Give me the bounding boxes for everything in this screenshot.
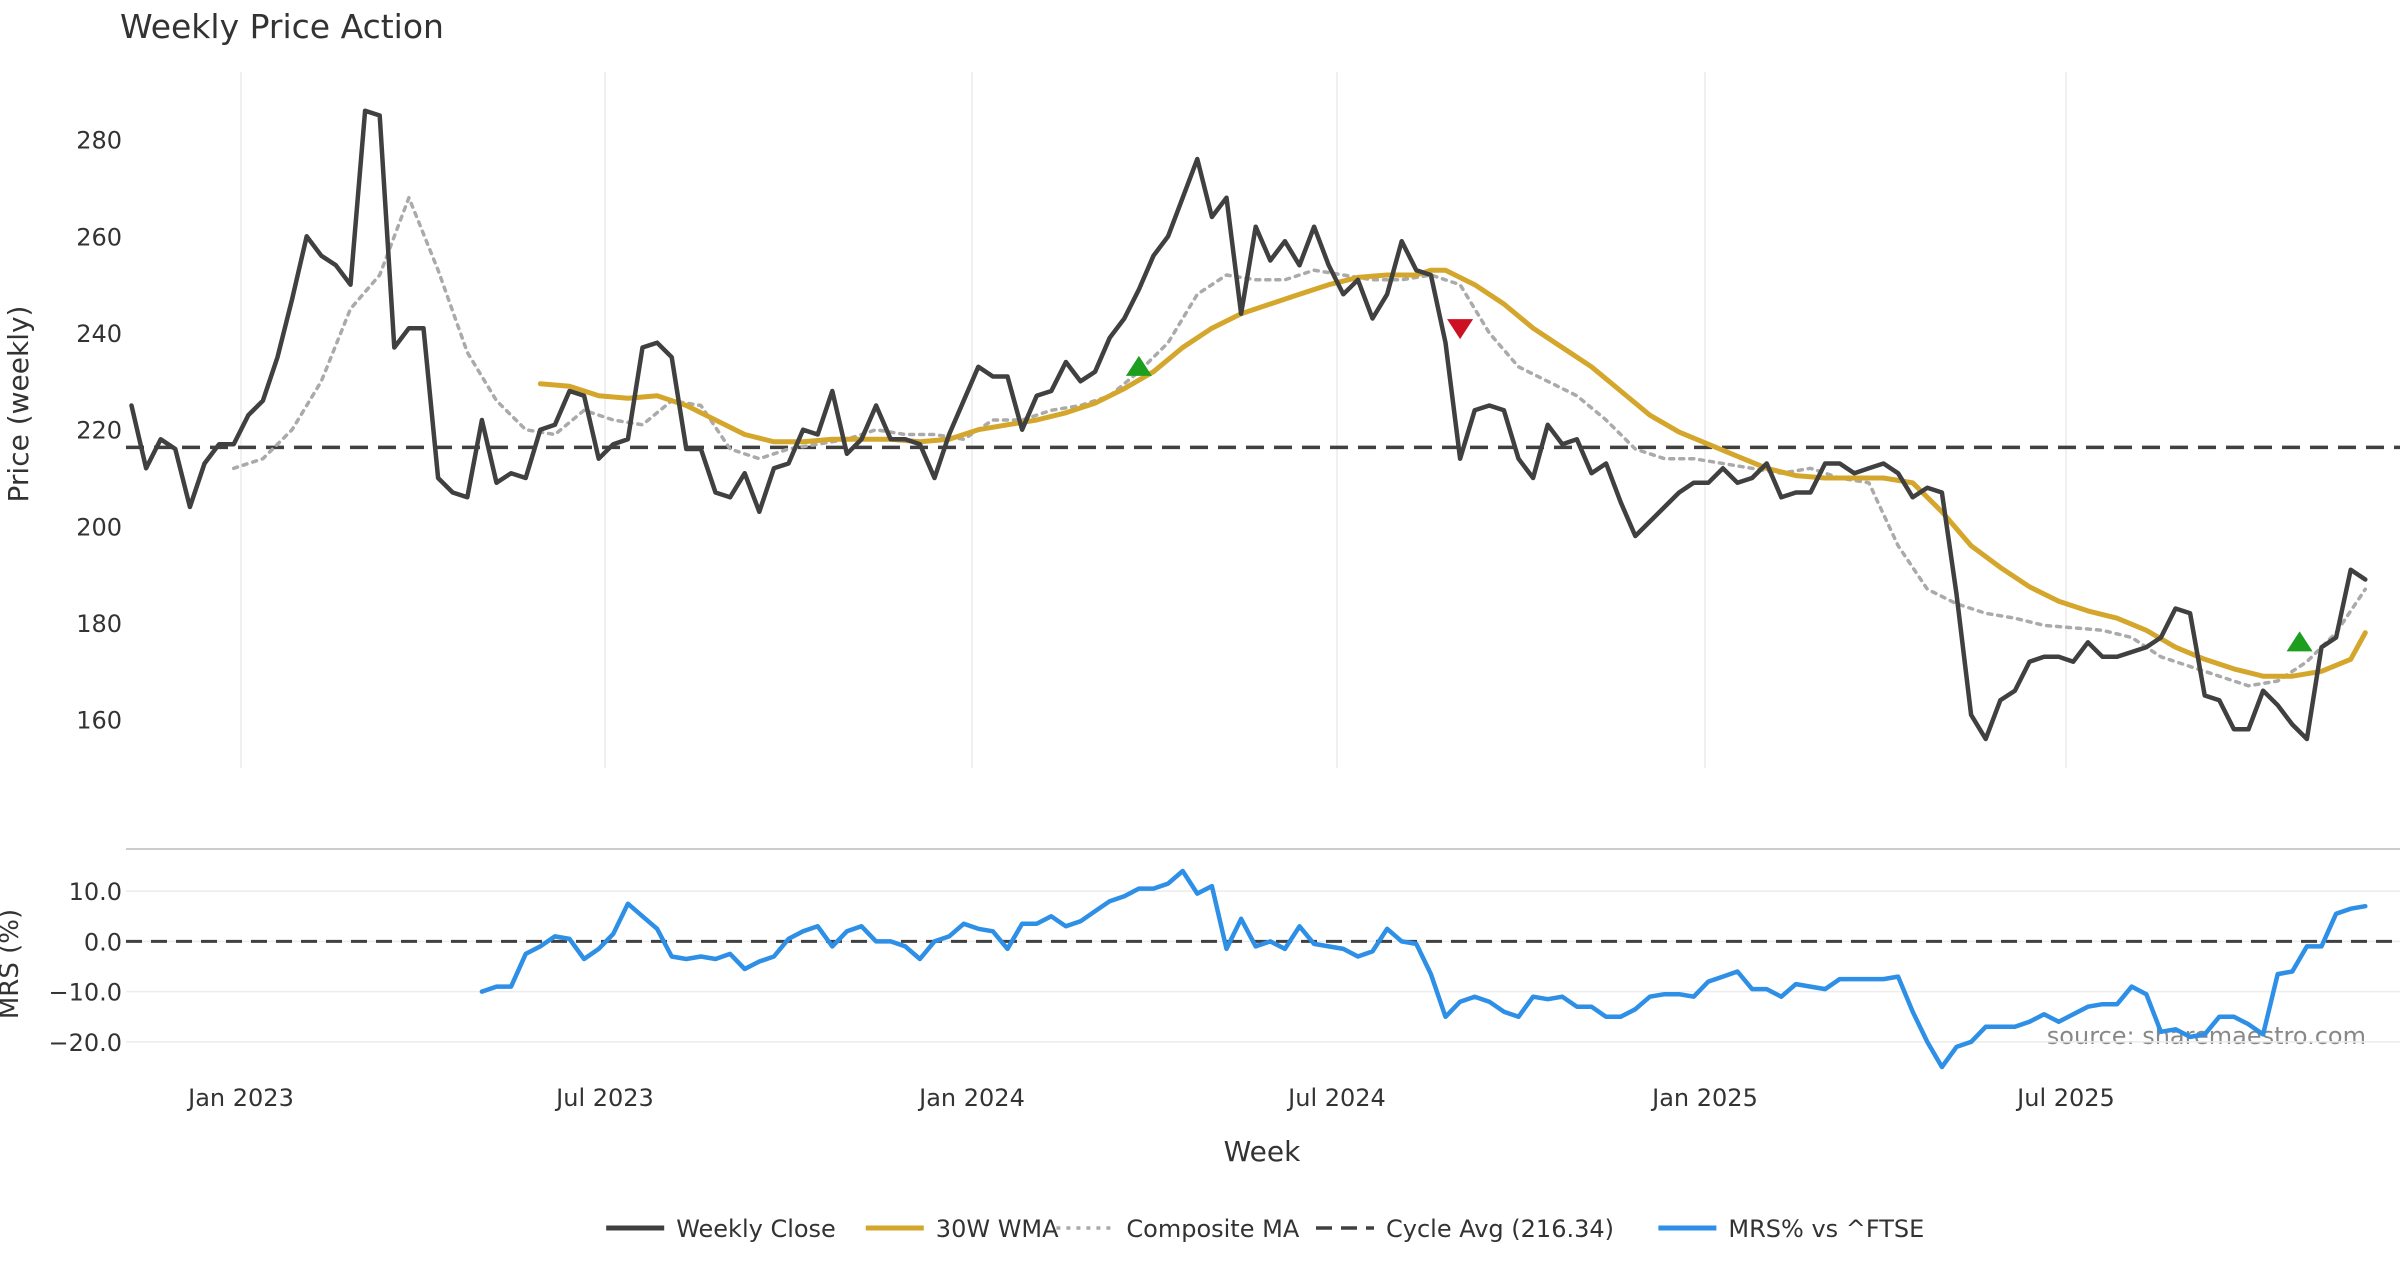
composite-ma-line	[231, 195, 2368, 688]
legend-label: Weekly Close	[676, 1215, 836, 1243]
mrs-y-tick-label: −20.0	[48, 1029, 122, 1057]
mrs-line	[479, 868, 2368, 1070]
legend-label: Cycle Avg (216.34)	[1386, 1215, 1614, 1243]
source-note: source: sharemaestro.com	[2047, 1022, 2366, 1050]
price-y-tick-label: 280	[76, 127, 122, 155]
wma-30w-line	[537, 267, 2368, 679]
legend-label: Composite MA	[1126, 1215, 1299, 1243]
chart-title: Weekly Price Action	[120, 7, 444, 46]
mrs-y-tick-label: −10.0	[48, 979, 122, 1007]
x-tick-label: Jul 2024	[1286, 1084, 1386, 1112]
mrs-y-axis-label: MRS (%)	[0, 909, 25, 1019]
x-tick-label: Jan 2023	[186, 1084, 294, 1112]
legend-label: MRS% vs ^FTSE	[1728, 1215, 1924, 1243]
price-y-tick-label: 260	[76, 223, 122, 251]
x-axis-label: Week	[1224, 1135, 1301, 1168]
sell-signal-marker	[1447, 319, 1474, 340]
weekly-close-line	[129, 108, 2368, 742]
x-tick-label: Jan 2025	[1650, 1084, 1758, 1112]
x-tick-label: Jan 2024	[917, 1084, 1025, 1112]
price-y-tick-label: 220	[76, 417, 122, 445]
price-y-tick-label: 240	[76, 320, 122, 348]
x-tick-label: Jul 2023	[554, 1084, 654, 1112]
price-y-tick-label: 200	[76, 513, 122, 541]
buy-signal-marker	[2286, 631, 2313, 652]
price-y-tick-label: 180	[76, 610, 122, 638]
price-y-axis-label: Price (weekly)	[2, 306, 35, 503]
x-tick-label: Jul 2025	[2015, 1084, 2115, 1112]
buy-signal-marker	[1125, 355, 1152, 376]
mrs-y-tick-label: 10.0	[69, 878, 122, 906]
price-y-tick-label: 160	[76, 707, 122, 735]
legend-label: 30W WMA	[936, 1215, 1059, 1243]
mrs-y-tick-label: 0.0	[84, 928, 122, 956]
